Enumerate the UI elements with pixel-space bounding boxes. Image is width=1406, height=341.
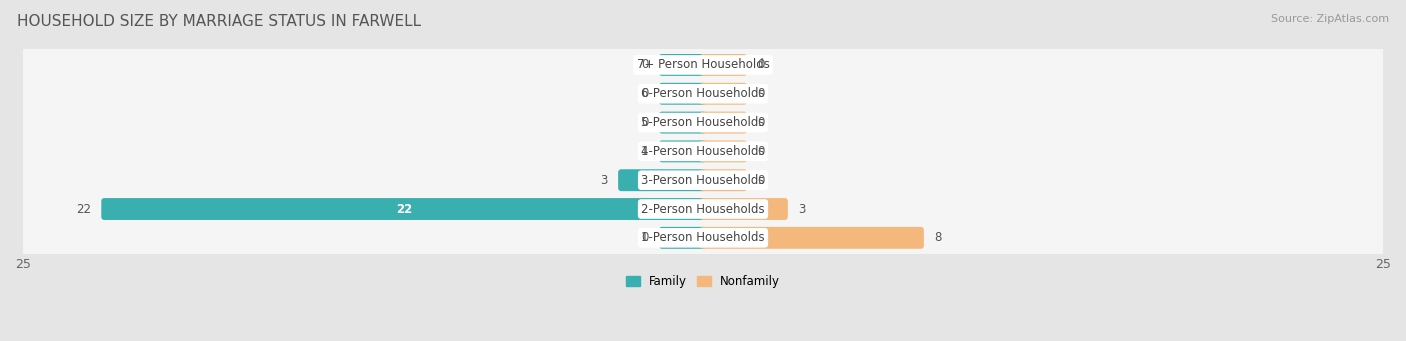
FancyBboxPatch shape — [700, 198, 787, 220]
FancyBboxPatch shape — [700, 83, 747, 105]
Text: 0: 0 — [758, 174, 765, 187]
FancyBboxPatch shape — [659, 227, 706, 249]
Text: 0: 0 — [758, 145, 765, 158]
FancyBboxPatch shape — [659, 140, 706, 162]
Text: 3-Person Households: 3-Person Households — [641, 174, 765, 187]
FancyBboxPatch shape — [659, 54, 706, 76]
Text: HOUSEHOLD SIZE BY MARRIAGE STATUS IN FARWELL: HOUSEHOLD SIZE BY MARRIAGE STATUS IN FAR… — [17, 14, 420, 29]
Text: 0: 0 — [758, 116, 765, 129]
FancyBboxPatch shape — [17, 159, 1389, 202]
FancyBboxPatch shape — [659, 112, 706, 134]
FancyBboxPatch shape — [700, 112, 747, 134]
FancyBboxPatch shape — [17, 188, 1389, 231]
Text: 8: 8 — [934, 231, 942, 244]
FancyBboxPatch shape — [17, 216, 1389, 260]
Text: 2-Person Households: 2-Person Households — [641, 203, 765, 216]
Text: 5-Person Households: 5-Person Households — [641, 116, 765, 129]
FancyBboxPatch shape — [619, 169, 706, 191]
FancyBboxPatch shape — [17, 130, 1389, 173]
FancyBboxPatch shape — [700, 54, 747, 76]
Text: 0: 0 — [641, 231, 648, 244]
Text: 3: 3 — [799, 203, 806, 216]
Text: 22: 22 — [76, 203, 91, 216]
Text: 1-Person Households: 1-Person Households — [641, 231, 765, 244]
Text: 0: 0 — [641, 116, 648, 129]
Text: Source: ZipAtlas.com: Source: ZipAtlas.com — [1271, 14, 1389, 24]
FancyBboxPatch shape — [17, 72, 1389, 115]
Text: 6-Person Households: 6-Person Households — [641, 87, 765, 100]
FancyBboxPatch shape — [700, 140, 747, 162]
FancyBboxPatch shape — [700, 169, 747, 191]
FancyBboxPatch shape — [659, 83, 706, 105]
Text: 1: 1 — [641, 145, 648, 158]
FancyBboxPatch shape — [700, 227, 924, 249]
FancyBboxPatch shape — [17, 101, 1389, 144]
FancyBboxPatch shape — [101, 198, 706, 220]
FancyBboxPatch shape — [17, 43, 1389, 87]
Text: 0: 0 — [758, 87, 765, 100]
Text: 3: 3 — [600, 174, 607, 187]
Text: 0: 0 — [641, 58, 648, 72]
Text: 7+ Person Households: 7+ Person Households — [637, 58, 769, 72]
Text: 4-Person Households: 4-Person Households — [641, 145, 765, 158]
Legend: Family, Nonfamily: Family, Nonfamily — [621, 270, 785, 293]
Text: 0: 0 — [641, 87, 648, 100]
Text: 22: 22 — [395, 203, 412, 216]
Text: 0: 0 — [758, 58, 765, 72]
